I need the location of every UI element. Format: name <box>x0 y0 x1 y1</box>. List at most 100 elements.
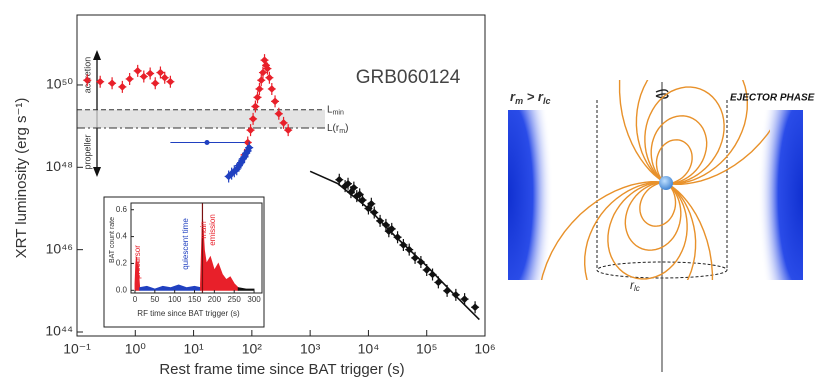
x-tick-label: 0 <box>133 295 138 304</box>
data-point <box>451 288 460 301</box>
chart-title: GRB060124 <box>356 67 461 88</box>
y-axis-label: BAT count rate <box>109 217 116 263</box>
arrow-head <box>93 50 101 60</box>
x-tick-label: 10⁰ <box>125 341 147 357</box>
x-tick-label: 250 <box>228 295 242 304</box>
data-point <box>279 116 288 129</box>
annotation: main <box>199 221 208 238</box>
inset-chart: precursor quiescent time main emission RF ti… <box>103 196 265 328</box>
sub: lc <box>543 96 551 106</box>
sub: min <box>333 110 344 117</box>
data-point <box>393 231 402 244</box>
field-line <box>607 181 688 280</box>
data-point <box>133 64 142 77</box>
x-tick-label: 10⁶ <box>474 341 495 357</box>
data-point <box>367 197 376 210</box>
x-tick-label: 10⁵ <box>416 341 437 357</box>
rotation-symbol <box>655 89 669 99</box>
y-tick-label: 0.0 <box>116 285 128 294</box>
luminosity-band <box>77 109 325 129</box>
count-area <box>200 216 239 291</box>
data-point <box>263 62 272 75</box>
x-tick-label: 50 <box>150 295 159 304</box>
plot-frame <box>76 14 486 337</box>
main-chart: Lmin L(rm) 10⁻¹ 10⁰ 10¹ 10² 10³ 10⁴ 10⁵ 10⁶ 10⁴⁴ 10… <box>45 14 496 357</box>
plot-frame <box>130 202 263 294</box>
data-point <box>267 82 276 95</box>
y-tick-label: 10⁴⁸ <box>46 158 74 174</box>
x-tick-label: 10³ <box>300 341 321 357</box>
suffix: ) <box>345 123 348 134</box>
model-line <box>309 170 480 321</box>
data-point <box>96 75 105 88</box>
data-point <box>204 140 210 146</box>
data-point <box>166 75 175 88</box>
data-point <box>83 74 92 87</box>
data-point <box>471 301 480 314</box>
x-tick-label: 10² <box>242 341 263 357</box>
phase-label: EJECTOR PHASE <box>730 93 815 104</box>
data-point <box>156 66 165 79</box>
data-point <box>258 66 267 79</box>
field-line <box>583 181 697 280</box>
op: > <box>523 89 538 104</box>
data-point <box>284 124 293 137</box>
x-axis-label: RF time since BAT trigger (s) <box>137 309 240 318</box>
data-point <box>125 72 134 85</box>
data-point <box>243 136 252 149</box>
field-line <box>644 86 725 185</box>
annotation: precursor <box>133 245 142 279</box>
annotation: quiescent time <box>181 218 190 270</box>
data-point <box>245 141 254 154</box>
field-line <box>618 80 770 185</box>
x-axis-label: Rest frame time since BAT trigger (s) <box>159 361 404 378</box>
propeller-label: propeller <box>82 134 92 169</box>
data-point <box>257 74 266 87</box>
neutron-star <box>659 176 673 190</box>
data-point <box>335 173 344 186</box>
x-tick-label: 100 <box>168 295 182 304</box>
field-line <box>635 80 749 185</box>
radius-label: rlc <box>630 278 640 293</box>
x-tick-label: 150 <box>188 295 202 304</box>
data-point <box>251 100 260 113</box>
data-point <box>274 107 283 120</box>
field-line <box>624 181 682 251</box>
data-point <box>349 181 358 194</box>
field-line <box>655 139 693 184</box>
x-tick-label: 10⁻¹ <box>63 341 91 357</box>
condition-label: rm > rlc <box>510 89 550 106</box>
data-point <box>108 77 117 90</box>
plot-content: precursor quiescent time main emission RF ti… <box>109 203 255 318</box>
data-point <box>253 91 262 104</box>
r: r <box>538 89 544 104</box>
data-point <box>151 77 160 90</box>
data-point <box>344 177 353 190</box>
y-tick-label: 10⁴⁴ <box>45 323 73 339</box>
data-point <box>139 70 148 83</box>
y-tick-label: 0.6 <box>116 205 128 214</box>
label: L <box>327 104 333 115</box>
reference-label: Lmin <box>327 104 344 116</box>
data-point <box>249 112 258 125</box>
right-disc <box>758 110 803 280</box>
count-area <box>237 287 255 291</box>
field-lines <box>540 80 770 280</box>
x-tick-label: 10¹ <box>183 341 204 357</box>
field-line <box>639 182 677 227</box>
sub: m <box>515 96 523 106</box>
x-tick-label: 200 <box>208 295 222 304</box>
y-tick-label: 0.2 <box>116 259 128 268</box>
label: L(r <box>327 123 340 134</box>
field-line <box>650 115 708 185</box>
y-tick-label: 10⁴⁶ <box>46 240 73 256</box>
x-tick-label: 10⁴ <box>358 341 380 357</box>
left-disc <box>508 110 553 280</box>
r: r <box>630 278 635 292</box>
plot-content: Lmin L(rm) <box>77 54 480 321</box>
sub: m <box>339 128 345 135</box>
data-point <box>246 124 255 137</box>
reference-label: L(rm) <box>327 123 348 135</box>
field-line <box>540 181 714 280</box>
